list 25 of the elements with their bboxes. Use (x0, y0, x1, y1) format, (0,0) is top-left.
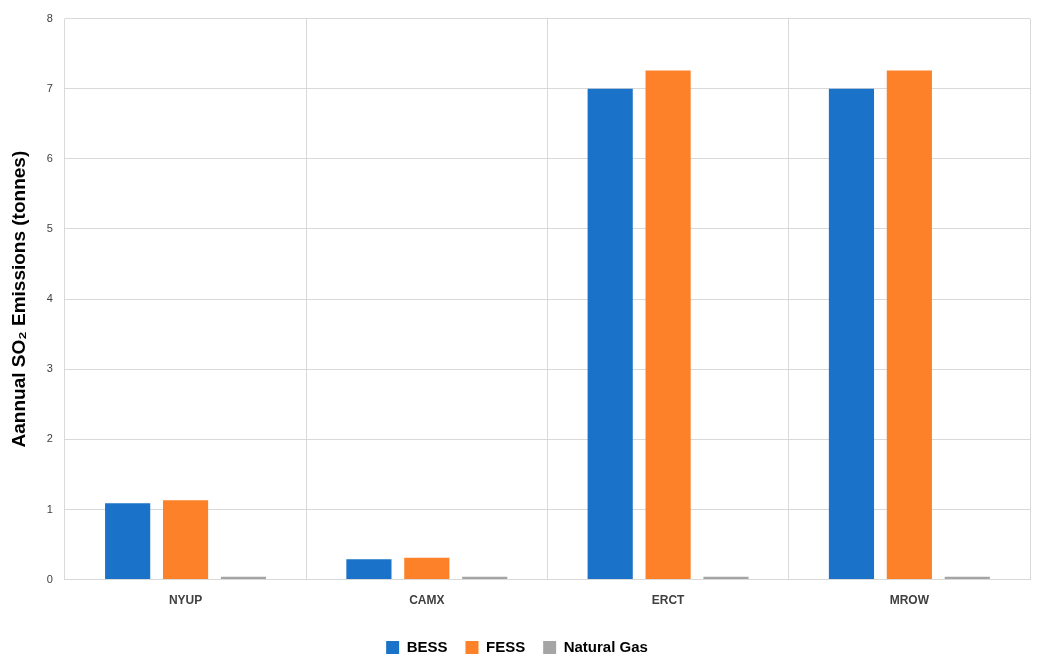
x-tick-label: NYUP (168, 593, 203, 608)
bar (886, 70, 932, 580)
legend-label: BESS (406, 637, 448, 655)
x-tick-label: ERCT (651, 593, 686, 608)
x-tick-label: MROW (889, 593, 930, 608)
y-tick-label: 5 (46, 222, 53, 235)
bar (587, 88, 633, 580)
y-axis-title: Aannual SO₂ Emissions (tonnes) (7, 150, 29, 448)
y-tick-label: 6 (46, 151, 53, 164)
bar (346, 559, 392, 580)
legend-label: Natural Gas (563, 637, 648, 655)
bar (645, 70, 691, 580)
bar (105, 503, 151, 580)
legend-label: FESS (485, 637, 526, 655)
y-tick-label: 3 (46, 362, 53, 375)
y-tick-label: 7 (46, 81, 53, 94)
y-tick-label: 0 (46, 572, 53, 585)
x-tick-label: CAMX (409, 593, 445, 608)
bar (828, 88, 875, 580)
y-tick-label: 1 (46, 502, 53, 515)
y-tick-label: 4 (46, 292, 53, 305)
y-tick-label: 8 (46, 11, 53, 24)
bar (162, 500, 209, 580)
bar (404, 557, 450, 580)
y-tick-label: 2 (46, 432, 53, 445)
